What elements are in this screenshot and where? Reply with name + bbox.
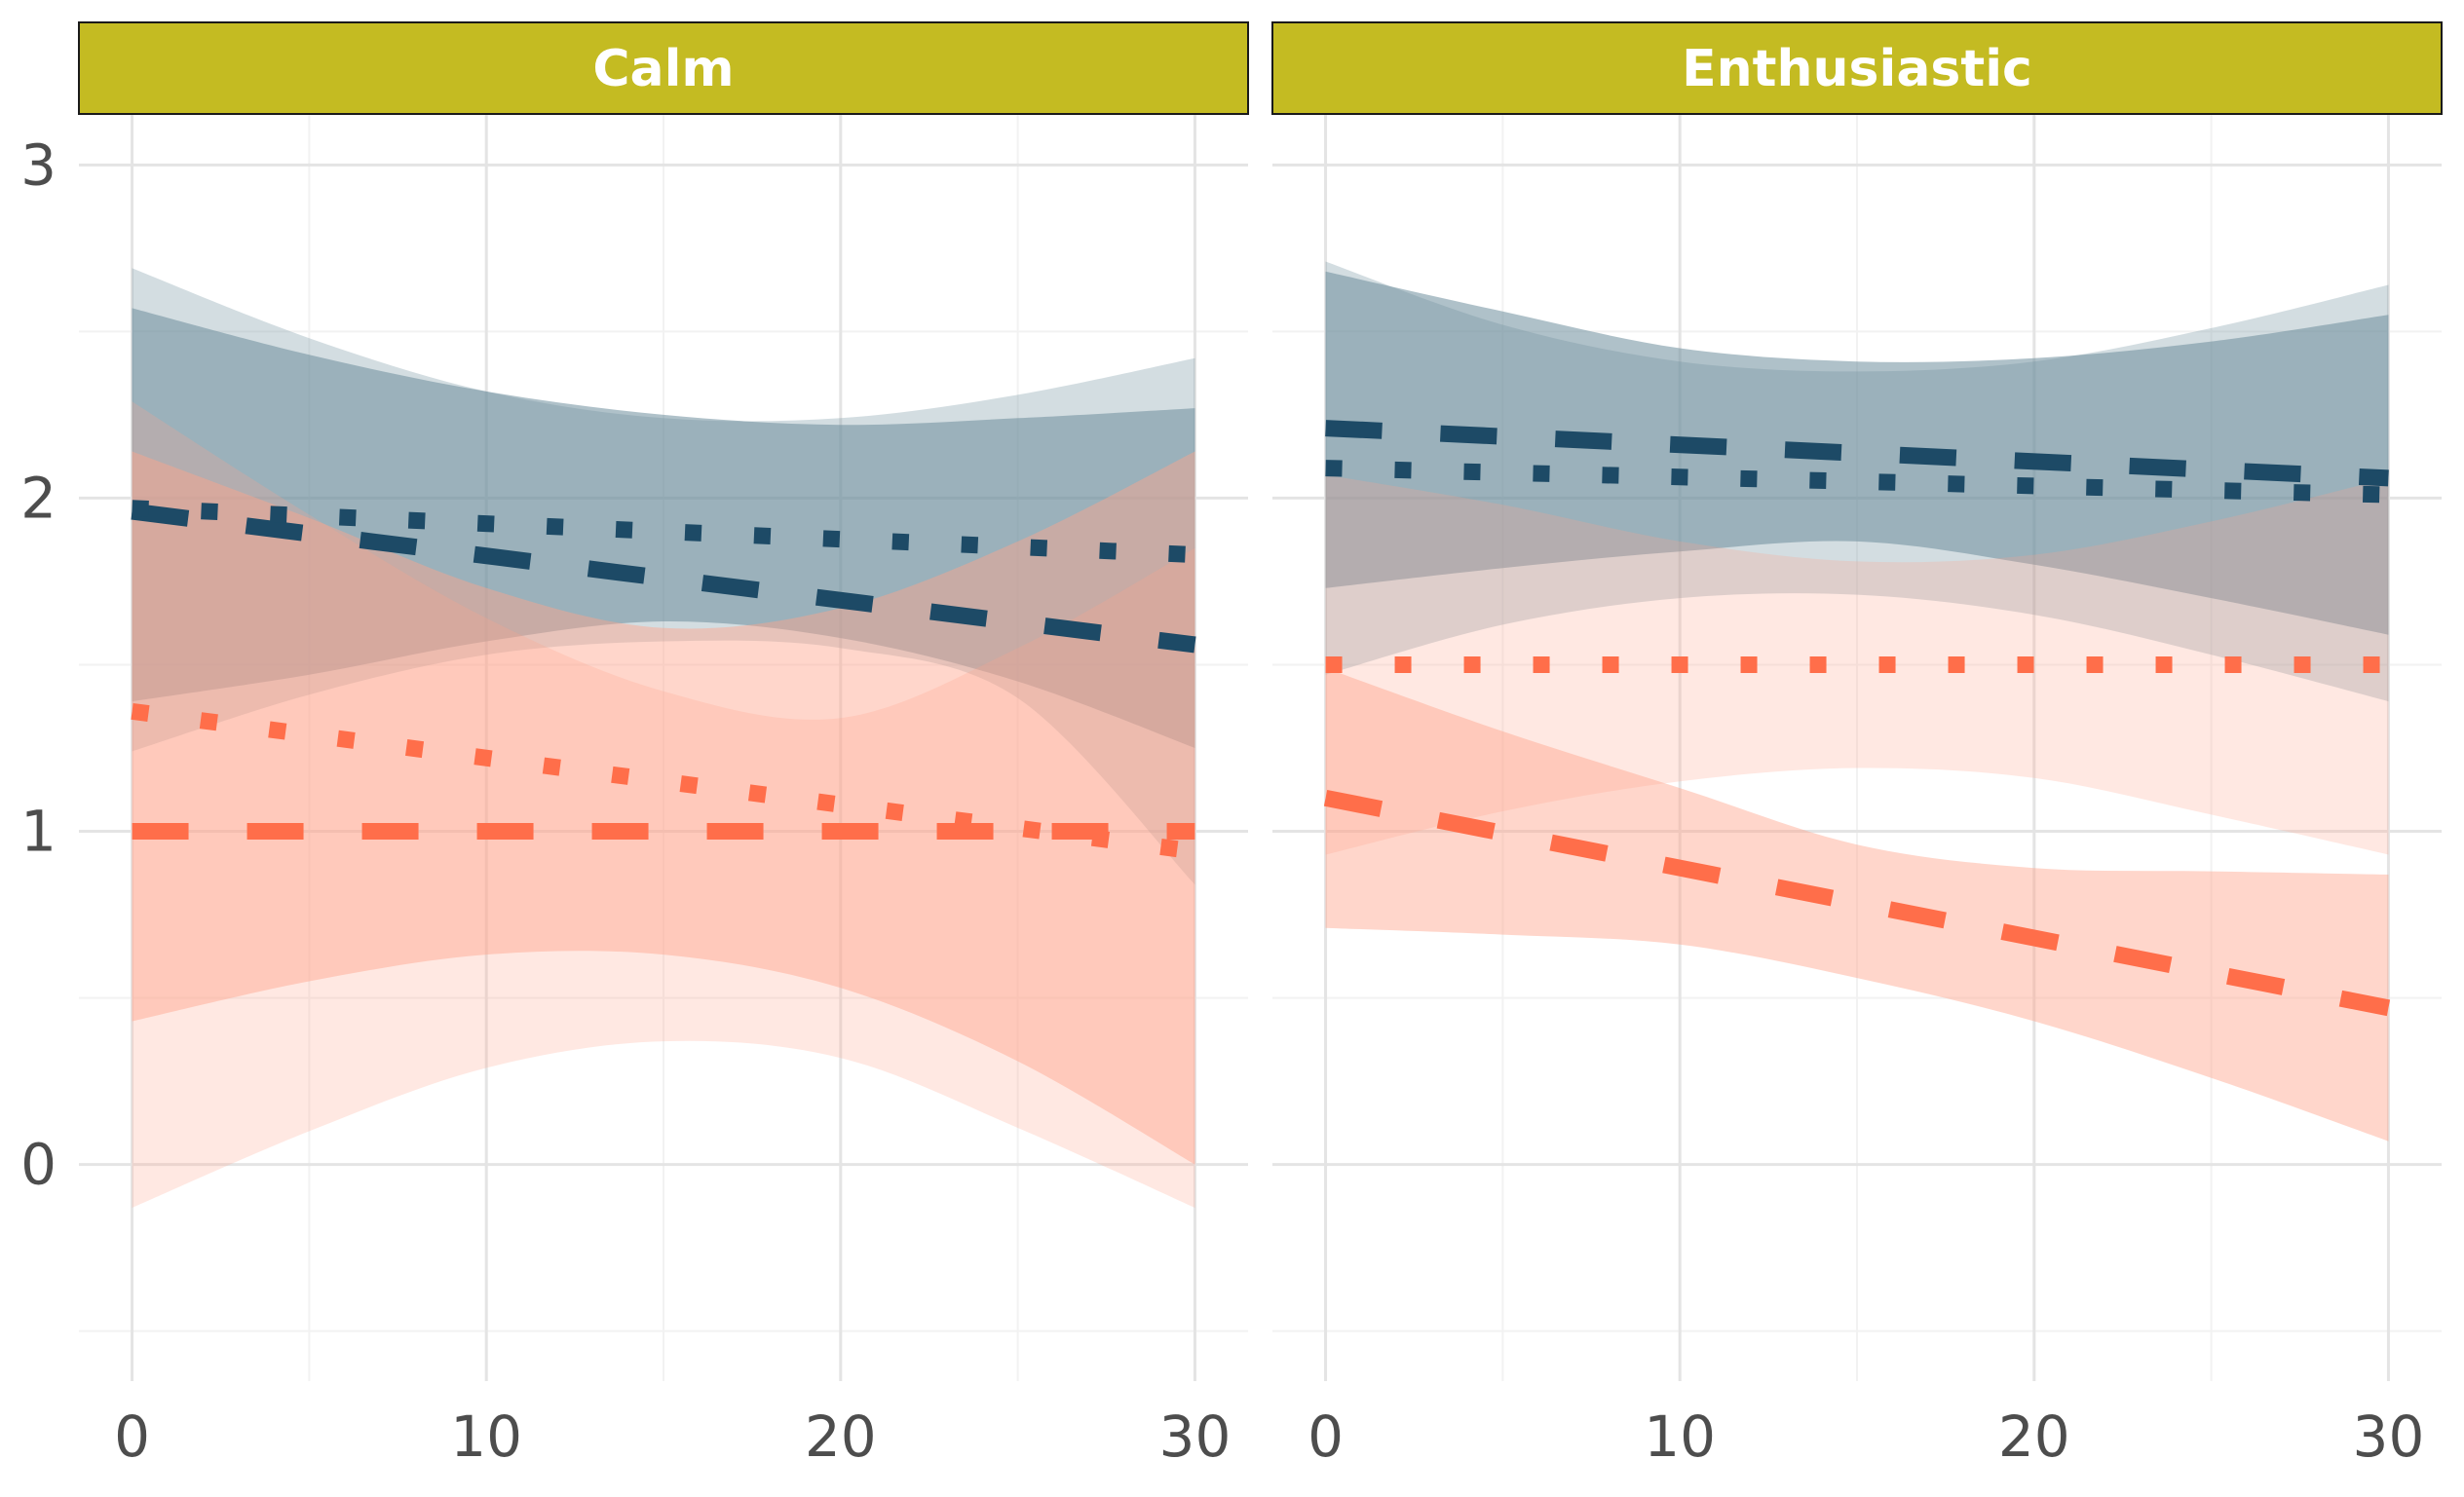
band-navy-dotted: [132, 268, 1195, 885]
x-tick-label: 20: [1998, 1403, 2070, 1470]
x-tick-label: 30: [2353, 1403, 2425, 1470]
y-tick-label: 0: [20, 1132, 57, 1198]
band-coral-dotted: [1325, 474, 2389, 855]
x-axis: 0 10 20 30: [1308, 1403, 2424, 1470]
strip-label: Enthusiastic: [1682, 40, 2032, 98]
band-coral-dotted: [132, 401, 1195, 1209]
band-navy-dashed: [132, 308, 1195, 748]
facet-strip: Calm: [78, 21, 1249, 115]
panel-enthusiastic: Enthusiastic 0 10 20 30: [1271, 21, 2443, 1470]
x-tick-label: 0: [1308, 1403, 1344, 1470]
strip-label: Calm: [592, 40, 734, 98]
x-tick-label: 20: [805, 1403, 877, 1470]
y-tick-label: 1: [20, 799, 57, 865]
confidence-bands: [132, 268, 1195, 1209]
band-coral-dashed: [132, 451, 1195, 1165]
x-tick-label: 10: [1644, 1403, 1716, 1470]
confidence-bands: [1325, 261, 2389, 1141]
facet-strip: Enthusiastic: [1271, 21, 2443, 115]
panel-calm: Calm 0 10 20 30: [78, 21, 1249, 1470]
band-navy-dashed: [1325, 271, 2389, 635]
x-tick-label: 10: [450, 1403, 522, 1470]
x-tick-label: 0: [114, 1403, 150, 1470]
y-tick-label: 2: [20, 465, 57, 531]
y-tick-label: 3: [20, 131, 57, 198]
strip-background: [1271, 21, 2443, 115]
band-coral-dashed: [1325, 667, 2389, 1141]
y-axis: 0 1 2 3: [20, 131, 57, 1197]
strip-background: [78, 21, 1249, 115]
band-navy-dotted: [1325, 261, 2389, 702]
x-tick-label: 30: [1159, 1403, 1232, 1470]
x-axis: 0 10 20 30: [114, 1403, 1231, 1470]
